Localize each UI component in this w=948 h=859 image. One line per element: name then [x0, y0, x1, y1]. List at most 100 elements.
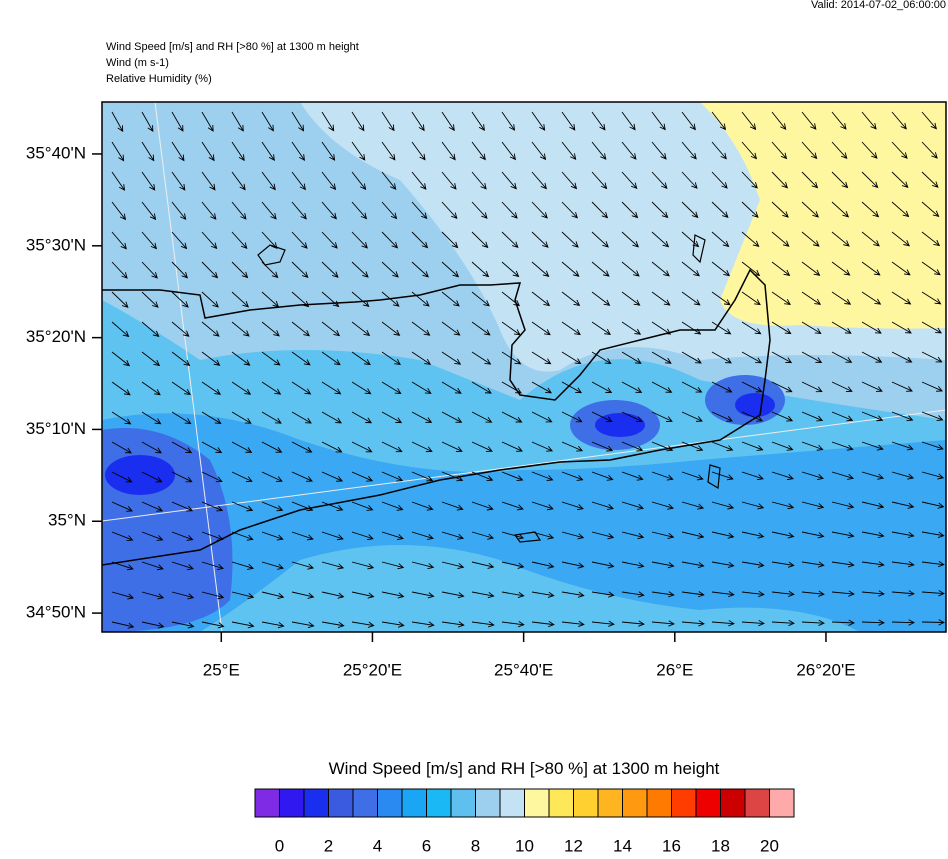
wind-arrow [141, 501, 164, 512]
wind-arrow [381, 531, 404, 541]
wind-arrow [261, 561, 285, 570]
wind-arrow [591, 620, 615, 627]
color-box [646, 788, 672, 818]
wind-arrow [501, 201, 518, 219]
wind-arrow [831, 411, 854, 422]
color-box [622, 788, 648, 818]
wind-arrow [201, 411, 222, 424]
wind-arrow [891, 351, 913, 363]
color-box [352, 788, 378, 818]
wind-arrow [561, 411, 583, 423]
wind-arrow [621, 441, 644, 452]
wind-arrow [201, 501, 224, 512]
wind-arrow [171, 111, 184, 132]
wind-arrow [861, 141, 878, 159]
wind-arrow [831, 111, 847, 130]
wind-arrow [231, 561, 255, 570]
wind-arrow [861, 441, 884, 451]
wind-arrow [231, 621, 255, 629]
wind-arrow [381, 141, 396, 161]
wind-arrow [291, 201, 307, 220]
wind-arrow [171, 561, 194, 571]
wind-arrow [621, 561, 645, 569]
wind-arrow [771, 201, 789, 218]
wind-arrow [801, 411, 824, 422]
wind-arrow [801, 291, 822, 305]
wind-arrow [441, 321, 461, 336]
wind-arrow [351, 591, 375, 599]
wind-arrow [861, 471, 885, 480]
wind-arrow [261, 231, 278, 249]
wind-arrow [771, 381, 793, 393]
color-box [279, 788, 305, 818]
wind-arrow [831, 231, 850, 247]
wind-arrow [261, 531, 284, 541]
wind-arrow [621, 201, 639, 219]
wind-arrow [201, 171, 216, 191]
wind-arrow [681, 321, 702, 335]
wind-arrow [351, 411, 373, 424]
wind-arrow [801, 111, 817, 130]
wind-arrow [321, 561, 345, 570]
wind-arrow [561, 471, 584, 481]
wind-arrow [681, 351, 702, 364]
wind-arrow [531, 261, 550, 278]
wind-arrow [801, 501, 825, 510]
wind-arrow [711, 590, 735, 598]
wind-arrow [321, 291, 340, 308]
wind-arrow [381, 411, 403, 424]
field-core [735, 393, 775, 417]
wind-arrow [681, 171, 698, 189]
wind-arrow [471, 411, 493, 423]
graticule [154, 102, 223, 632]
wind-arrow [231, 321, 250, 337]
wind-arrow [531, 531, 555, 540]
wind-arrow [771, 411, 794, 422]
wind-arrow [711, 171, 728, 189]
wind-arrow [891, 619, 915, 626]
wind-arrow [111, 231, 127, 250]
wind-arrow [861, 201, 880, 218]
wind-arrow [411, 291, 430, 307]
wind-arrow [651, 531, 675, 540]
wind-arrow [471, 351, 492, 365]
wind-arrow [141, 231, 158, 250]
wind-arrow [801, 381, 823, 393]
wind-arrow [921, 560, 945, 568]
wind-arrow [561, 531, 585, 540]
wind-arrow [231, 411, 252, 424]
wind-arrow [711, 141, 727, 160]
wind-arrow [501, 501, 524, 511]
wind-arrow [831, 531, 855, 539]
wind-arrow [741, 620, 765, 627]
wind-arrow [741, 171, 758, 189]
wind-arrow [111, 411, 132, 425]
wind-arrow [141, 411, 162, 425]
wind-arrow [201, 141, 215, 162]
wind-arrow [711, 231, 730, 248]
wind-arrow [381, 441, 403, 453]
wind-arrow [471, 381, 492, 394]
x-tick-label: 25°E [203, 660, 240, 679]
wind-arrow [741, 291, 761, 306]
wind-arrow [261, 591, 285, 599]
wind-arrow [651, 171, 668, 189]
wind-arrow [231, 531, 254, 541]
wind-arrow [231, 171, 246, 191]
wind-arrow [621, 141, 637, 160]
wind-arrow [591, 531, 615, 540]
wind-arrow [111, 261, 128, 279]
wind-arrow [471, 441, 493, 452]
wind-arrow [891, 261, 911, 276]
wind-arrow [651, 471, 674, 481]
wind-arrow [351, 201, 368, 220]
wind-arrow [681, 591, 705, 598]
wind-arrow [231, 381, 252, 395]
wind-arrow [321, 171, 337, 191]
wind-arrow [681, 111, 696, 131]
wind-arrow [111, 531, 134, 542]
wind-arrow [561, 171, 578, 190]
wind-arrow [891, 501, 915, 509]
wind-arrow [921, 590, 945, 597]
wind-arrow [921, 261, 941, 276]
